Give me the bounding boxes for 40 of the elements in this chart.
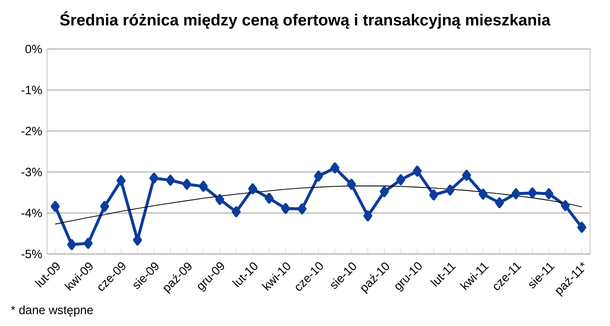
point bbox=[116, 175, 126, 186]
y-tick-label: 0% bbox=[25, 44, 42, 54]
point bbox=[380, 186, 389, 198]
point bbox=[248, 183, 258, 194]
point bbox=[412, 166, 422, 177]
point bbox=[50, 200, 60, 212]
y-tick-label: -2% bbox=[21, 126, 42, 136]
point bbox=[330, 162, 340, 174]
point bbox=[429, 189, 438, 200]
point bbox=[232, 206, 241, 218]
point bbox=[198, 180, 208, 192]
point bbox=[511, 188, 520, 200]
point bbox=[182, 178, 192, 190]
y-tick-label: -3% bbox=[21, 168, 42, 176]
point bbox=[544, 188, 554, 200]
point bbox=[314, 170, 323, 182]
point bbox=[215, 194, 224, 205]
point bbox=[281, 203, 290, 214]
point bbox=[149, 172, 158, 184]
point bbox=[462, 170, 472, 181]
y-tick-label: -5% bbox=[21, 250, 42, 258]
point bbox=[363, 210, 372, 222]
point bbox=[298, 203, 307, 214]
point bbox=[528, 187, 537, 198]
point bbox=[346, 178, 356, 190]
point bbox=[100, 200, 110, 212]
point bbox=[396, 174, 406, 186]
text: * dane wstępne bbox=[10, 305, 93, 317]
point bbox=[264, 192, 274, 204]
point bbox=[166, 174, 175, 186]
chart-title: Średnia różnica między ceną ofertową i transakcyjną mieszkania bbox=[60, 11, 550, 29]
point bbox=[495, 197, 504, 208]
point bbox=[577, 222, 586, 233]
point bbox=[560, 200, 570, 212]
point bbox=[478, 188, 488, 200]
point bbox=[67, 239, 76, 250]
y-tick-label: -4% bbox=[21, 208, 42, 218]
point bbox=[446, 184, 455, 196]
y-tick-label: -1% bbox=[21, 86, 42, 94]
point bbox=[84, 238, 93, 249]
